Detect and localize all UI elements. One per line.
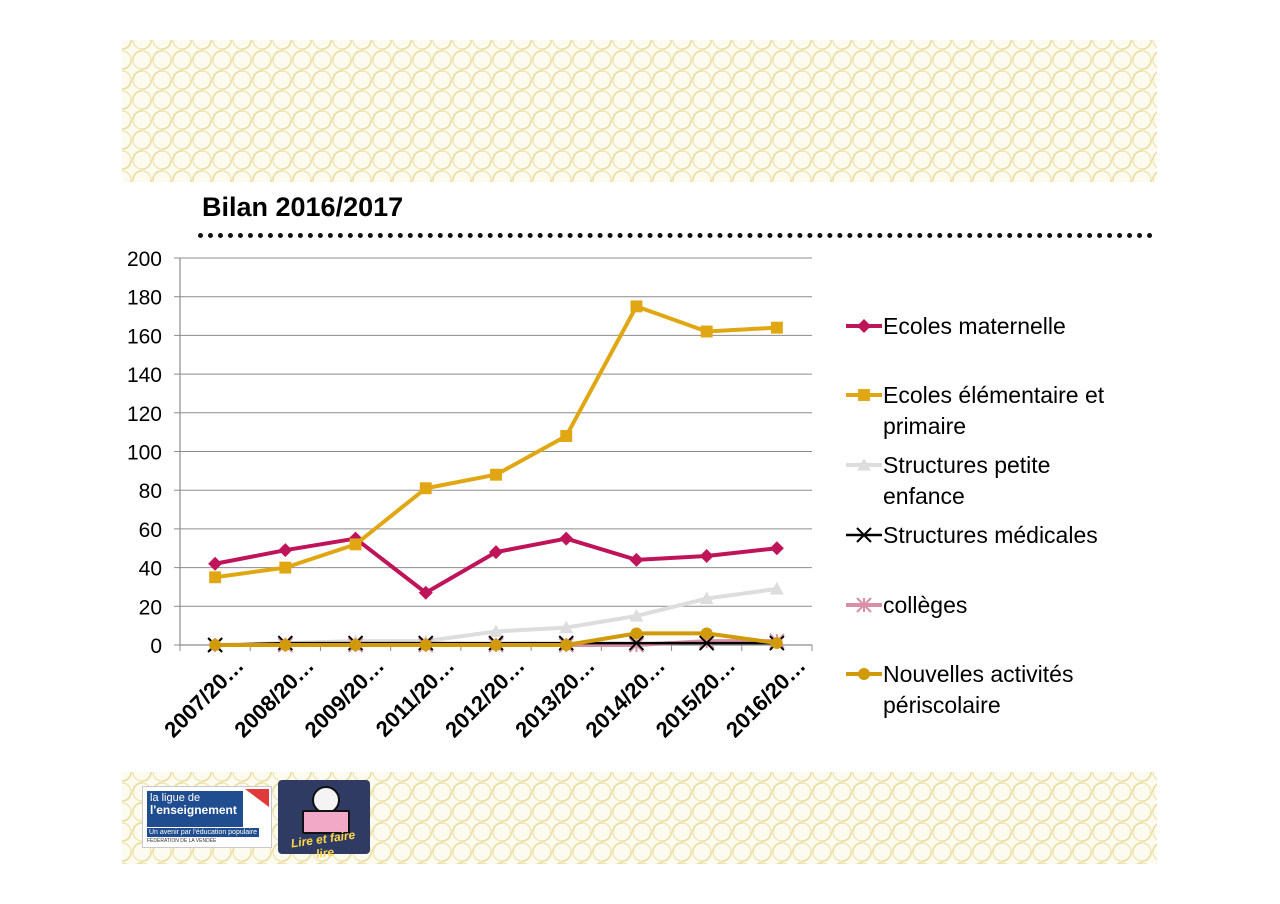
y-axis-tick-labels: 0 20 40 60 80 100 120 140 160 180 200 bbox=[127, 248, 162, 658]
data-point bbox=[419, 639, 432, 651]
legend-item: Ecoles maternelle bbox=[846, 313, 1066, 339]
ligue-logo-tagline: Un avenir par l'éducation populaire bbox=[147, 828, 259, 837]
series-line bbox=[214, 304, 777, 580]
series-5 bbox=[209, 627, 783, 651]
slide-title: Bilan 2016/2017 bbox=[202, 192, 404, 222]
y-tick-label: 0 bbox=[150, 635, 162, 658]
legend-marker bbox=[857, 458, 871, 471]
y-tick-label: 40 bbox=[139, 558, 162, 581]
legend-label-line: enfance bbox=[883, 483, 965, 509]
legend-marker bbox=[856, 527, 872, 543]
y-tick-label: 20 bbox=[139, 596, 162, 619]
x-axis-tick-labels: 2007/20…2008/20…2009/20…2011/20…2012/20…… bbox=[159, 653, 810, 742]
data-point bbox=[700, 325, 713, 338]
data-point bbox=[278, 543, 293, 558]
legend-marker bbox=[856, 597, 872, 613]
data-point bbox=[769, 541, 784, 556]
ligue-logo-footer: FÉDÉRATION DE LA VENDÉE bbox=[147, 838, 217, 844]
data-point bbox=[628, 635, 645, 651]
title-dotted-divider bbox=[198, 233, 1153, 238]
legend-label: Structures médicales bbox=[883, 522, 1098, 548]
series-1 bbox=[209, 300, 783, 584]
data-point bbox=[490, 639, 502, 651]
data-point bbox=[419, 482, 432, 495]
legend-label-line: Structures petite bbox=[883, 452, 1050, 478]
decorative-pattern-top bbox=[122, 40, 1157, 182]
data-point bbox=[630, 300, 643, 313]
legend-item: collèges bbox=[846, 592, 967, 618]
legend-label: Ecoles maternelle bbox=[883, 313, 1066, 339]
ligue-enseignement-logo: la ligue de l'enseignement Un avenir par… bbox=[142, 786, 272, 848]
legend-label: Structures petite enfance bbox=[883, 452, 1050, 509]
legend-marker bbox=[858, 668, 870, 680]
data-point bbox=[629, 608, 644, 622]
data-point bbox=[209, 571, 222, 584]
legend-marker bbox=[858, 389, 870, 401]
data-point bbox=[418, 585, 433, 600]
data-point bbox=[698, 635, 715, 651]
data-point bbox=[349, 639, 362, 651]
data-point bbox=[489, 545, 503, 560]
legend-item: Structures petite enfance bbox=[846, 452, 1050, 509]
data-point bbox=[279, 561, 292, 574]
lire-et-faire-lire-logo: Lire et faire lire bbox=[278, 780, 370, 861]
data-point bbox=[560, 639, 573, 651]
ligue-logo-flag bbox=[245, 789, 269, 807]
data-point bbox=[560, 430, 573, 442]
legend-item: Nouvelles activités périscolaire bbox=[846, 661, 1073, 718]
chart-axes bbox=[174, 257, 813, 651]
legend-label-line: Ecoles élémentaire et bbox=[883, 382, 1105, 408]
legend-item: Ecoles élémentaire et primaire bbox=[846, 382, 1105, 439]
legend-label-line: Structures médicales bbox=[883, 522, 1098, 548]
y-tick-label: 80 bbox=[139, 480, 162, 503]
chart-legend: Ecoles maternelle Ecoles élémentaire et pr… bbox=[846, 313, 1105, 718]
data-point bbox=[699, 591, 714, 605]
data-point bbox=[559, 620, 574, 634]
legend-item: Structures médicales bbox=[846, 522, 1098, 548]
data-point bbox=[770, 637, 783, 650]
legend-label-line: périscolaire bbox=[883, 692, 1001, 718]
series-0 bbox=[208, 531, 784, 600]
legend-label: Nouvelles activités périscolaire bbox=[883, 661, 1073, 718]
data-point bbox=[700, 627, 713, 640]
y-tick-label: 200 bbox=[127, 248, 162, 271]
data-point bbox=[349, 538, 362, 551]
y-tick-label: 180 bbox=[127, 287, 162, 310]
logo-book-icon bbox=[302, 810, 350, 834]
data-point bbox=[629, 552, 644, 567]
data-point bbox=[279, 639, 292, 651]
y-tick-label: 160 bbox=[127, 325, 162, 348]
legend-label-line: Ecoles maternelle bbox=[883, 313, 1066, 339]
legend-label-line: primaire bbox=[883, 413, 966, 439]
legend-label: collèges bbox=[883, 592, 967, 618]
data-point bbox=[630, 627, 643, 640]
legend-label-line: Nouvelles activités bbox=[883, 661, 1073, 687]
y-tick-label: 140 bbox=[127, 364, 162, 387]
ligue-logo-line1: la ligue de bbox=[150, 792, 201, 804]
data-point bbox=[208, 556, 223, 571]
data-point bbox=[489, 624, 503, 638]
data-point bbox=[628, 637, 645, 653]
y-tick-label: 120 bbox=[127, 403, 162, 426]
y-tick-label: 60 bbox=[139, 519, 162, 542]
data-point bbox=[559, 531, 574, 546]
legend-marker bbox=[857, 319, 871, 333]
legend-label: Ecoles élémentaire et primaire bbox=[883, 382, 1105, 439]
ligue-logo-line2: l'enseignement bbox=[150, 803, 237, 817]
legend-label-line: collèges bbox=[883, 592, 967, 618]
ligue-logo-name: la ligue de l'enseignement bbox=[147, 791, 243, 827]
chart-series bbox=[207, 300, 785, 653]
data-point bbox=[209, 639, 222, 651]
data-point bbox=[769, 581, 784, 595]
y-tick-label: 100 bbox=[127, 442, 162, 465]
data-point bbox=[490, 468, 502, 481]
data-point bbox=[770, 321, 783, 334]
data-point bbox=[699, 548, 714, 563]
